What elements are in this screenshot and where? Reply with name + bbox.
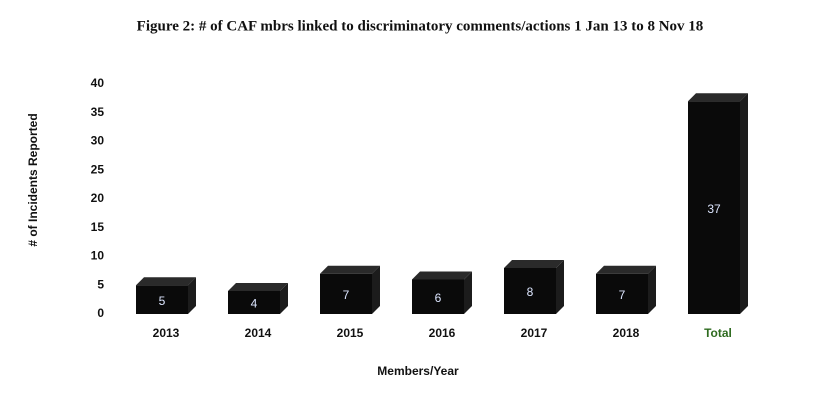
x-tick-label: 2013 xyxy=(153,326,180,340)
bar-side xyxy=(372,265,380,314)
y-tick-label: 0 xyxy=(97,306,104,320)
y-tick-label: 30 xyxy=(91,134,105,148)
x-tick-label: 2017 xyxy=(521,326,548,340)
bar xyxy=(688,101,740,314)
x-axis-label: Members/Year xyxy=(377,364,459,378)
bar-top xyxy=(320,265,380,274)
chart-title: Figure 2: # of CAF mbrs linked to discri… xyxy=(137,18,704,34)
y-tick-label: 5 xyxy=(97,277,104,291)
value-label: 7 xyxy=(619,288,626,302)
value-label: 4 xyxy=(251,297,258,311)
y-tick-label: 15 xyxy=(91,220,105,234)
y-axis-label: # of Incidents Reported xyxy=(26,113,40,246)
bar xyxy=(596,273,648,314)
value-label: 5 xyxy=(159,294,166,308)
bar-side xyxy=(280,283,288,314)
y-tick-label: 35 xyxy=(91,105,105,119)
bar-side xyxy=(464,271,472,314)
x-tick-label: Total xyxy=(704,326,732,340)
x-tick-label: 2015 xyxy=(337,326,364,340)
bar xyxy=(228,291,280,314)
bar xyxy=(136,285,188,314)
bar-side xyxy=(648,265,656,314)
bar xyxy=(412,279,464,314)
y-tick-label: 25 xyxy=(91,162,105,176)
bar xyxy=(504,268,556,314)
y-tick-label: 10 xyxy=(91,249,105,263)
value-label: 37 xyxy=(707,202,721,216)
bar-top xyxy=(504,260,564,268)
bar-top xyxy=(136,277,196,286)
value-label: 7 xyxy=(343,288,350,302)
bar-side xyxy=(740,93,748,314)
y-tick-label: 20 xyxy=(91,191,105,205)
bar-side xyxy=(556,260,564,314)
value-label: 6 xyxy=(435,291,442,305)
y-tick-label: 40 xyxy=(91,76,105,90)
bar-top xyxy=(412,271,472,280)
value-label: 8 xyxy=(527,285,534,299)
bar-top xyxy=(228,283,288,291)
bar-top xyxy=(688,93,748,102)
x-tick-label: 2014 xyxy=(245,326,272,340)
bar-top xyxy=(596,265,656,274)
bar xyxy=(320,273,372,314)
bar-side xyxy=(188,277,196,314)
x-tick-label: 2016 xyxy=(429,326,456,340)
x-tick-label: 2018 xyxy=(613,326,640,340)
